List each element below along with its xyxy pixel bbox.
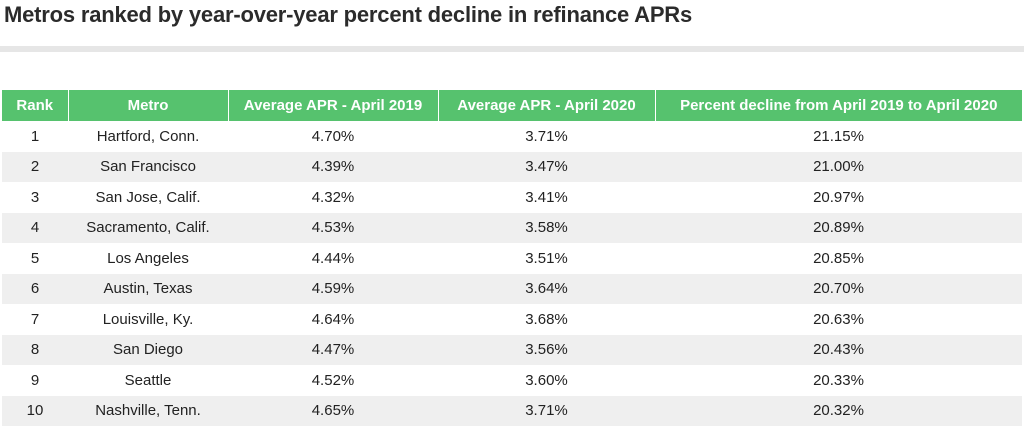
cell-percent-decline: 20.43%	[655, 334, 1022, 365]
cell-apr-2019: 4.32%	[228, 182, 438, 213]
cell-apr-2020: 3.68%	[438, 304, 655, 335]
header-rank: Rank	[2, 90, 69, 121]
title-divider	[0, 46, 1024, 52]
cell-apr-2020: 3.56%	[438, 334, 655, 365]
cell-rank: 8	[2, 334, 68, 365]
cell-apr-2019: 4.47%	[228, 334, 438, 365]
table-row: 6 Austin, Texas 4.59% 3.64% 20.70%	[2, 273, 1022, 304]
page-title: Metros ranked by year-over-year percent …	[4, 2, 693, 27]
table-row: 4 Sacramento, Calif. 4.53% 3.58% 20.89%	[2, 212, 1022, 243]
cell-rank: 10	[2, 395, 68, 426]
cell-percent-decline: 20.70%	[655, 273, 1022, 304]
cell-rank: 6	[2, 273, 68, 304]
cell-metro: Austin, Texas	[68, 273, 228, 304]
cell-percent-decline: 20.85%	[655, 243, 1022, 274]
table-row: 8 San Diego 4.47% 3.56% 20.43%	[2, 334, 1022, 365]
cell-percent-decline: 20.32%	[655, 395, 1022, 426]
table-row: 9 Seattle 4.52% 3.60% 20.33%	[2, 365, 1022, 396]
cell-percent-decline: 21.00%	[655, 151, 1022, 182]
cell-apr-2019: 4.52%	[228, 365, 438, 396]
table-row: 2 San Francisco 4.39% 3.47% 21.00%	[2, 151, 1022, 182]
cell-apr-2020: 3.41%	[438, 182, 655, 213]
table-row: 7 Louisville, Ky. 4.64% 3.68% 20.63%	[2, 304, 1022, 335]
cell-apr-2020: 3.47%	[438, 151, 655, 182]
cell-metro: Hartford, Conn.	[68, 121, 228, 152]
cell-metro: Nashville, Tenn.	[68, 395, 228, 426]
cell-apr-2019: 4.70%	[228, 121, 438, 152]
table-row: 3 San Jose, Calif. 4.32% 3.41% 20.97%	[2, 182, 1022, 213]
cell-metro: Louisville, Ky.	[68, 304, 228, 335]
header-metro: Metro	[68, 90, 229, 121]
cell-rank: 1	[2, 121, 68, 152]
cell-apr-2019: 4.64%	[228, 304, 438, 335]
cell-rank: 9	[2, 365, 68, 396]
table-header-row: Rank Metro Average APR - April 2019 Aver…	[2, 90, 1022, 121]
cell-metro: San Francisco	[68, 151, 228, 182]
cell-metro: Seattle	[68, 365, 228, 396]
cell-apr-2019: 4.59%	[228, 273, 438, 304]
cell-percent-decline: 20.89%	[655, 212, 1022, 243]
cell-percent-decline: 21.15%	[655, 121, 1022, 152]
cell-apr-2020: 3.51%	[438, 243, 655, 274]
cell-apr-2020: 3.60%	[438, 365, 655, 396]
table-row: 1 Hartford, Conn. 4.70% 3.71% 21.15%	[2, 121, 1022, 152]
cell-metro: Los Angeles	[68, 243, 228, 274]
cell-rank: 4	[2, 212, 68, 243]
header-apr-2020: Average APR - April 2020	[438, 90, 656, 121]
cell-metro: Sacramento, Calif.	[68, 212, 228, 243]
header-apr-2019: Average APR - April 2019	[228, 90, 439, 121]
header-percent-decline: Percent decline from April 2019 to April…	[655, 90, 1022, 121]
cell-rank: 3	[2, 182, 68, 213]
cell-apr-2019: 4.53%	[228, 212, 438, 243]
cell-rank: 7	[2, 304, 68, 335]
cell-percent-decline: 20.63%	[655, 304, 1022, 335]
cell-apr-2019: 4.39%	[228, 151, 438, 182]
cell-metro: San Jose, Calif.	[68, 182, 228, 213]
cell-apr-2020: 3.71%	[438, 395, 655, 426]
cell-apr-2020: 3.64%	[438, 273, 655, 304]
cell-apr-2020: 3.58%	[438, 212, 655, 243]
cell-apr-2019: 4.65%	[228, 395, 438, 426]
cell-rank: 5	[2, 243, 68, 274]
cell-percent-decline: 20.97%	[655, 182, 1022, 213]
cell-metro: San Diego	[68, 334, 228, 365]
refinance-apr-table: Rank Metro Average APR - April 2019 Aver…	[2, 90, 1022, 426]
cell-apr-2019: 4.44%	[228, 243, 438, 274]
cell-percent-decline: 20.33%	[655, 365, 1022, 396]
table-body: 1 Hartford, Conn. 4.70% 3.71% 21.15% 2 San Fra…	[2, 121, 1022, 426]
table-row: 10 Nashville, Tenn. 4.65% 3.71% 20.32%	[2, 395, 1022, 426]
cell-apr-2020: 3.71%	[438, 121, 655, 152]
cell-rank: 2	[2, 151, 68, 182]
table-row: 5 Los Angeles 4.44% 3.51% 20.85%	[2, 243, 1022, 274]
